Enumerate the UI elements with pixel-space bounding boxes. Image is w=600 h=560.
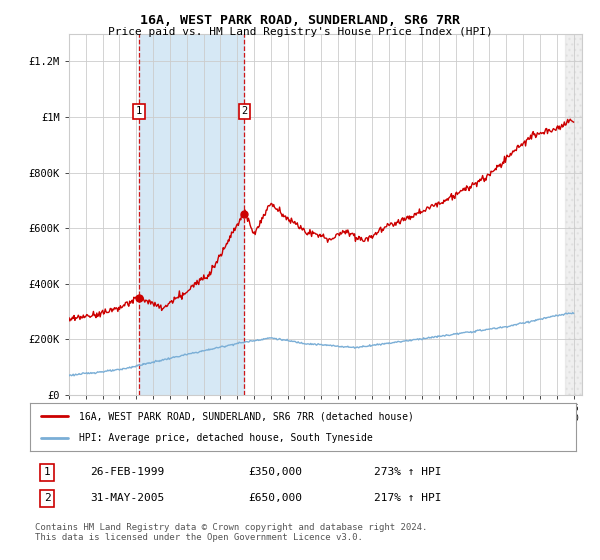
- Bar: [139, 34, 244, 395]
- Text: 2: 2: [241, 106, 247, 116]
- Text: 1: 1: [136, 106, 142, 116]
- Bar: [565, 34, 582, 395]
- Text: Price paid vs. HM Land Registry's House Price Index (HPI): Price paid vs. HM Land Registry's House …: [107, 27, 493, 37]
- Text: 31-MAY-2005: 31-MAY-2005: [90, 493, 164, 503]
- Text: £650,000: £650,000: [248, 493, 302, 503]
- Text: HPI: Average price, detached house, South Tyneside: HPI: Average price, detached house, Sout…: [79, 433, 373, 443]
- Text: 26-FEB-1999: 26-FEB-1999: [90, 468, 164, 478]
- Text: 2: 2: [44, 493, 50, 503]
- Text: 273% ↑ HPI: 273% ↑ HPI: [374, 468, 442, 478]
- Text: 1: 1: [44, 468, 50, 478]
- Text: Contains HM Land Registry data © Crown copyright and database right 2024.
This d: Contains HM Land Registry data © Crown c…: [35, 523, 428, 543]
- Text: 217% ↑ HPI: 217% ↑ HPI: [374, 493, 442, 503]
- Text: 16A, WEST PARK ROAD, SUNDERLAND, SR6 7RR: 16A, WEST PARK ROAD, SUNDERLAND, SR6 7RR: [140, 14, 460, 27]
- Text: £350,000: £350,000: [248, 468, 302, 478]
- Text: 16A, WEST PARK ROAD, SUNDERLAND, SR6 7RR (detached house): 16A, WEST PARK ROAD, SUNDERLAND, SR6 7RR…: [79, 411, 414, 421]
